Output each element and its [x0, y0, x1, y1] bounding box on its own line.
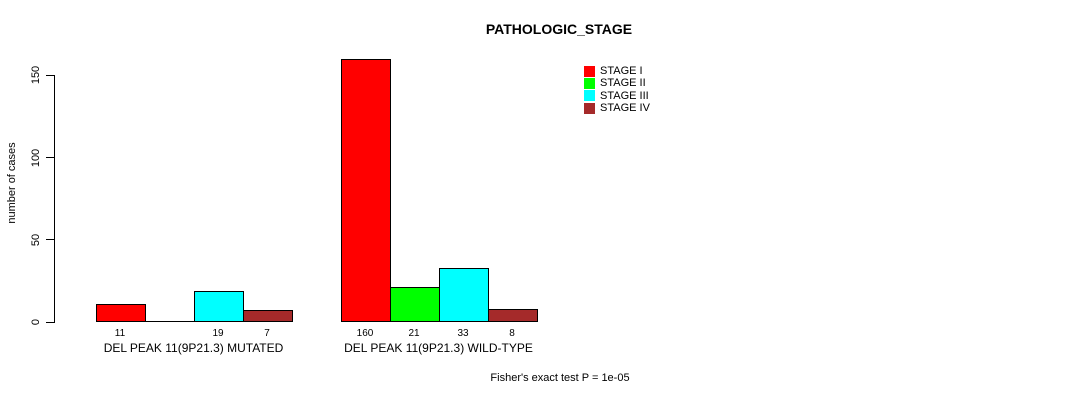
bar-value-label: 8 — [509, 328, 515, 339]
bar — [95, 304, 146, 322]
bar — [242, 310, 293, 322]
legend-label: STAGE III — [600, 89, 649, 102]
bar — [340, 59, 391, 322]
bar-value-label: 21 — [408, 328, 420, 339]
legend-swatch — [584, 77, 595, 89]
legend-row: STAGE I — [584, 65, 650, 77]
x-axis-group-label: DEL PEAK 11(9P21.3) WILD-TYPE — [344, 341, 533, 355]
legend-row: STAGE IV — [584, 102, 650, 114]
legend: STAGE I STAGE II STAGE III STAGE IV — [584, 65, 650, 114]
bar — [193, 291, 244, 322]
legend-row: STAGE II — [584, 77, 650, 89]
chart-title: PATHOLOGIC_STAGE — [485, 21, 633, 37]
bar-zero-line — [144, 321, 195, 322]
legend-swatch — [584, 102, 595, 114]
y-axis-label: number of cases — [6, 142, 18, 224]
legend-swatch — [584, 90, 595, 102]
annotation-text: Fisher's exact test P = 1e-05 — [490, 372, 630, 384]
y-tick — [46, 321, 55, 323]
y-axis-line — [54, 75, 55, 323]
bar-value-label: 11 — [114, 328, 126, 339]
y-tick-label: 0 — [30, 318, 42, 326]
legend-label: STAGE I — [600, 65, 643, 78]
bar — [389, 287, 440, 322]
y-tick-label: 150 — [30, 66, 42, 85]
y-tick — [46, 157, 55, 159]
bar-value-label: 7 — [264, 328, 270, 339]
y-tick-label: 50 — [30, 233, 42, 246]
bar — [438, 268, 489, 322]
y-tick — [46, 74, 55, 76]
legend-label: STAGE II — [600, 77, 646, 90]
y-tick — [46, 239, 55, 241]
legend-label: STAGE IV — [600, 102, 650, 115]
y-tick-label: 100 — [30, 148, 42, 167]
bar-value-label: 19 — [212, 328, 224, 339]
x-axis-group-label: DEL PEAK 11(9P21.3) MUTATED — [103, 341, 284, 355]
legend-row: STAGE III — [584, 90, 650, 102]
bar-value-label: 33 — [457, 328, 469, 339]
bar-value-label: 160 — [356, 328, 374, 339]
bar — [487, 309, 538, 322]
legend-swatch — [584, 65, 595, 77]
